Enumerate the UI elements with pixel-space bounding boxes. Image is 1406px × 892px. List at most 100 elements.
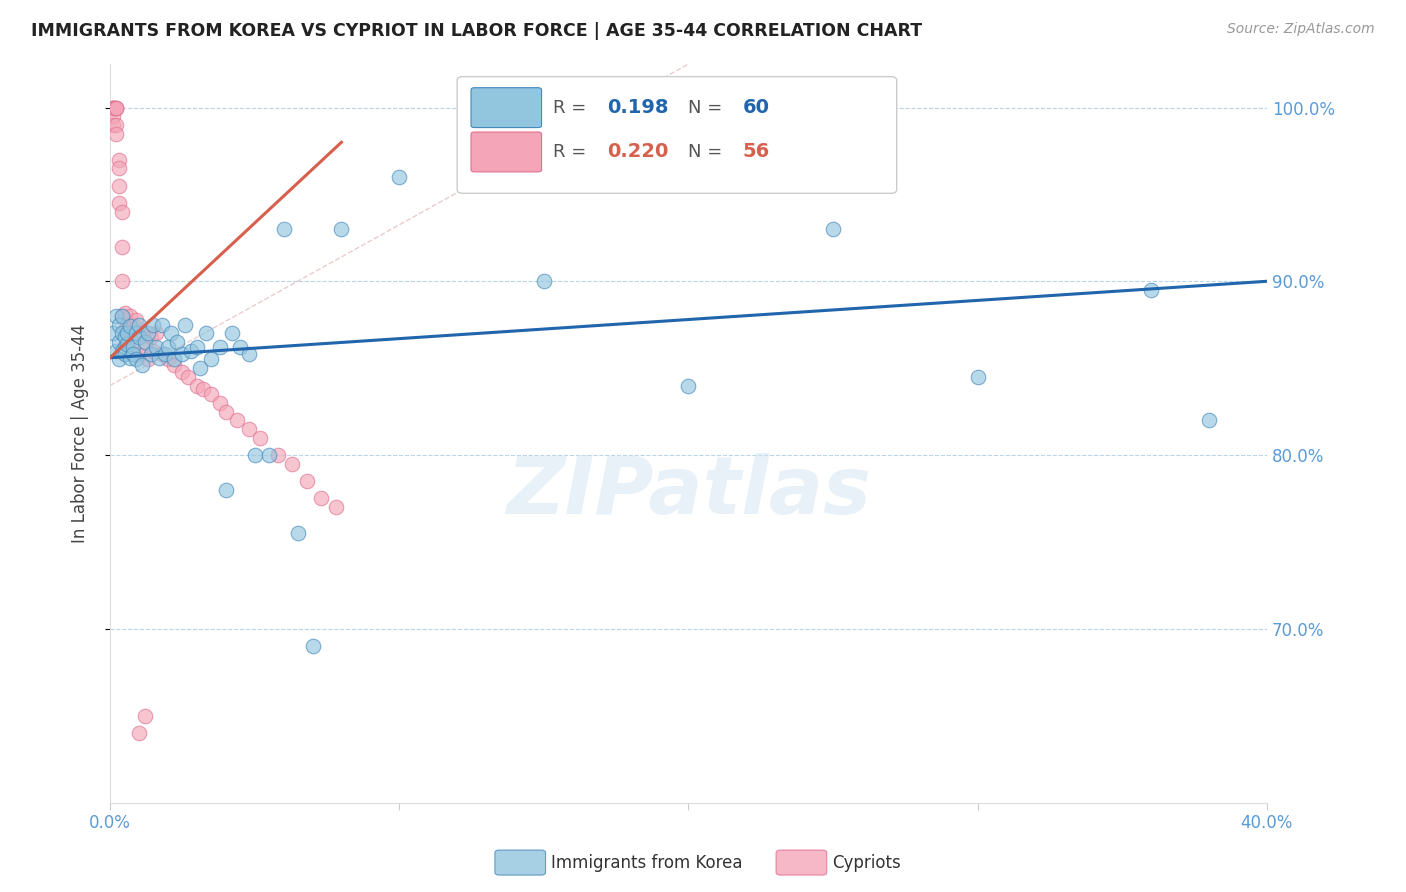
Point bbox=[208, 340, 231, 354]
Point bbox=[111, 239, 134, 253]
Point bbox=[128, 330, 150, 344]
Point bbox=[156, 340, 179, 354]
Point bbox=[111, 326, 134, 341]
Point bbox=[131, 358, 153, 372]
Text: N =: N = bbox=[689, 99, 728, 117]
Point bbox=[107, 318, 129, 332]
Point bbox=[104, 127, 127, 141]
Text: R =: R = bbox=[553, 143, 592, 161]
Point bbox=[114, 323, 136, 337]
Point bbox=[111, 204, 134, 219]
Point bbox=[122, 340, 145, 354]
Point bbox=[194, 326, 217, 341]
Point bbox=[208, 396, 231, 410]
Point bbox=[330, 222, 353, 236]
Point bbox=[101, 101, 124, 115]
Point bbox=[111, 309, 134, 323]
Text: 0.220: 0.220 bbox=[607, 143, 669, 161]
Text: Source: ZipAtlas.com: Source: ZipAtlas.com bbox=[1227, 22, 1375, 37]
Point bbox=[823, 222, 845, 236]
Point bbox=[114, 347, 136, 361]
Point bbox=[120, 326, 142, 341]
Point bbox=[200, 352, 222, 367]
Point bbox=[243, 448, 266, 462]
Point bbox=[142, 318, 165, 332]
Point bbox=[134, 335, 156, 350]
Point bbox=[111, 274, 134, 288]
Point bbox=[101, 118, 124, 132]
Point bbox=[177, 369, 200, 384]
Point bbox=[221, 326, 243, 341]
Point bbox=[145, 340, 167, 354]
Point bbox=[111, 309, 134, 323]
Point bbox=[107, 335, 129, 350]
Point bbox=[107, 196, 129, 211]
Point bbox=[153, 347, 176, 361]
Text: ZIPatlas: ZIPatlas bbox=[506, 453, 870, 532]
Point bbox=[163, 352, 186, 367]
Point bbox=[111, 343, 134, 358]
Point bbox=[114, 305, 136, 319]
Point bbox=[295, 474, 318, 488]
Point bbox=[309, 491, 332, 506]
Point bbox=[125, 326, 148, 341]
Text: Immigrants from Korea: Immigrants from Korea bbox=[551, 854, 742, 871]
Point bbox=[104, 101, 127, 115]
Point bbox=[186, 378, 208, 392]
Point bbox=[186, 340, 208, 354]
Point bbox=[131, 326, 153, 341]
Point bbox=[148, 351, 170, 365]
Point bbox=[104, 118, 127, 132]
Point bbox=[104, 101, 127, 115]
Point bbox=[128, 347, 150, 361]
Point bbox=[117, 336, 139, 351]
Point bbox=[388, 169, 411, 184]
Point bbox=[287, 526, 309, 541]
Text: R =: R = bbox=[553, 99, 592, 117]
Text: 60: 60 bbox=[742, 98, 770, 117]
Point bbox=[533, 274, 555, 288]
Point bbox=[188, 361, 211, 376]
Point bbox=[200, 387, 222, 401]
Text: Cypriots: Cypriots bbox=[832, 854, 901, 871]
Point bbox=[139, 347, 162, 361]
Point bbox=[128, 726, 150, 740]
Point bbox=[107, 178, 129, 193]
Point bbox=[107, 161, 129, 176]
Point bbox=[122, 335, 145, 350]
Point bbox=[114, 330, 136, 344]
FancyBboxPatch shape bbox=[471, 132, 541, 172]
Text: 56: 56 bbox=[742, 143, 770, 161]
Point bbox=[1198, 413, 1220, 427]
Point bbox=[117, 326, 139, 341]
Point bbox=[120, 351, 142, 365]
Point bbox=[139, 330, 162, 344]
Point bbox=[104, 309, 127, 323]
Point bbox=[249, 431, 271, 445]
Point bbox=[125, 352, 148, 367]
Point bbox=[122, 318, 145, 332]
Point bbox=[136, 352, 159, 367]
Point bbox=[172, 347, 194, 361]
Point bbox=[114, 340, 136, 354]
Point bbox=[136, 326, 159, 341]
Point bbox=[226, 413, 249, 427]
Y-axis label: In Labor Force | Age 35-44: In Labor Force | Age 35-44 bbox=[72, 324, 89, 543]
Point bbox=[104, 343, 127, 358]
Point bbox=[191, 382, 214, 396]
Point bbox=[150, 347, 173, 361]
Point bbox=[172, 365, 194, 379]
Point bbox=[117, 335, 139, 350]
Point bbox=[145, 326, 167, 341]
Point bbox=[215, 404, 238, 418]
Point bbox=[120, 309, 142, 323]
Text: N =: N = bbox=[689, 143, 728, 161]
Point bbox=[125, 312, 148, 326]
Point bbox=[122, 347, 145, 361]
Point bbox=[1140, 283, 1163, 297]
Point bbox=[156, 352, 179, 367]
Point bbox=[267, 448, 290, 462]
Point bbox=[281, 457, 304, 471]
Point bbox=[114, 340, 136, 354]
Point bbox=[101, 101, 124, 115]
